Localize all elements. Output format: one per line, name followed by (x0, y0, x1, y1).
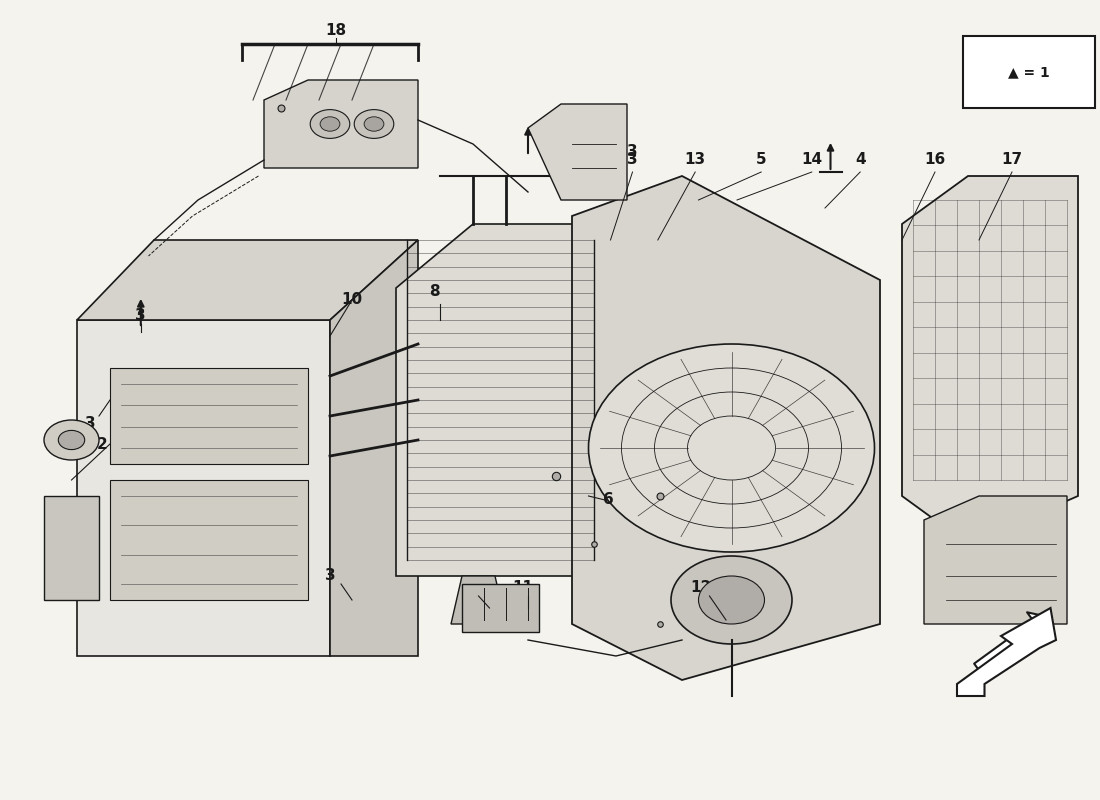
Text: 9: 9 (468, 581, 478, 595)
Polygon shape (902, 176, 1078, 544)
Text: 12: 12 (690, 581, 712, 595)
Polygon shape (451, 576, 506, 624)
Text: 3: 3 (324, 569, 336, 583)
Text: 18: 18 (324, 23, 346, 38)
Polygon shape (396, 224, 605, 576)
Circle shape (354, 110, 394, 138)
Circle shape (58, 430, 85, 450)
Polygon shape (572, 176, 880, 680)
Text: 6: 6 (603, 493, 614, 507)
Polygon shape (957, 608, 1056, 696)
Circle shape (320, 117, 340, 131)
Polygon shape (924, 496, 1067, 624)
Polygon shape (110, 368, 308, 464)
Polygon shape (44, 496, 99, 600)
Text: 8: 8 (429, 285, 440, 299)
Polygon shape (77, 240, 418, 320)
Text: 3: 3 (627, 145, 638, 159)
Circle shape (364, 117, 384, 131)
Circle shape (671, 556, 792, 644)
Text: 13: 13 (684, 153, 706, 167)
Text: 2: 2 (97, 437, 108, 451)
Text: 5: 5 (756, 153, 767, 167)
Polygon shape (330, 240, 418, 656)
Text: 3: 3 (85, 417, 96, 431)
Text: 17: 17 (1001, 153, 1023, 167)
Text: 3: 3 (627, 153, 638, 167)
Text: 10: 10 (341, 293, 362, 307)
Text: 3: 3 (135, 309, 146, 323)
FancyBboxPatch shape (962, 36, 1094, 108)
Text: 16: 16 (924, 153, 946, 167)
Text: 14: 14 (801, 153, 823, 167)
Text: 4: 4 (855, 153, 866, 167)
Polygon shape (462, 584, 539, 632)
Text: 11: 11 (512, 581, 534, 595)
Text: ▲ = 1: ▲ = 1 (1008, 65, 1049, 79)
Polygon shape (77, 320, 330, 656)
Circle shape (44, 420, 99, 460)
Polygon shape (264, 80, 418, 168)
Circle shape (588, 344, 874, 552)
Circle shape (310, 110, 350, 138)
Circle shape (698, 576, 764, 624)
Polygon shape (110, 480, 308, 600)
Polygon shape (528, 104, 627, 200)
